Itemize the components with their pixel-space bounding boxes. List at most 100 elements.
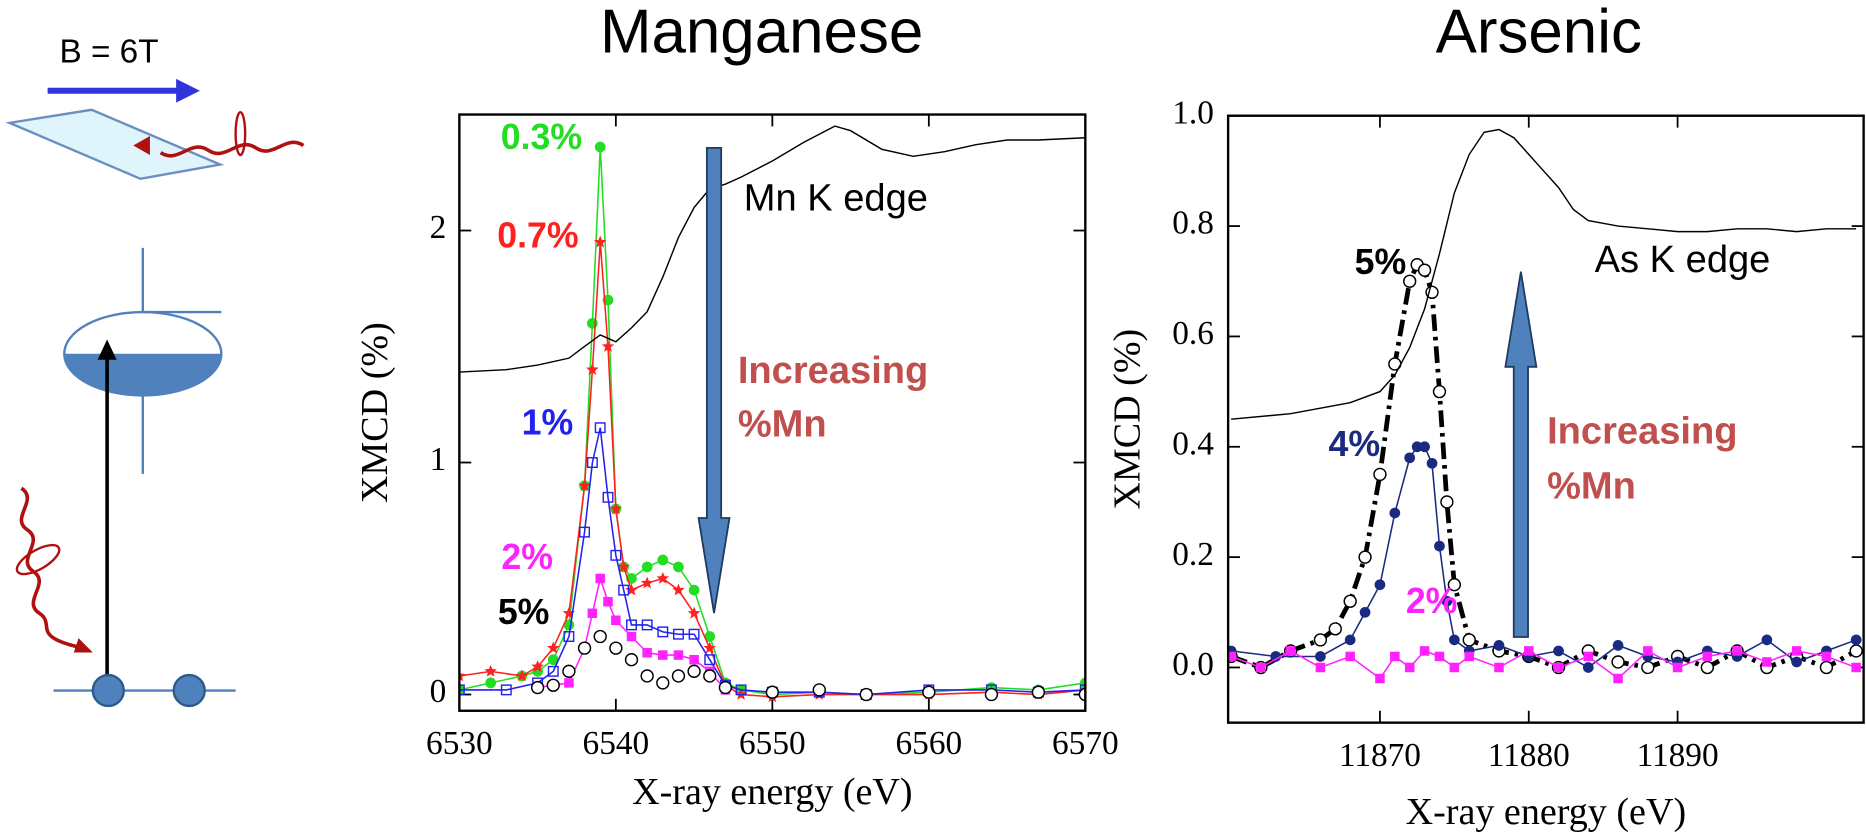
point: [587, 608, 598, 619]
series-line: [459, 242, 1086, 698]
point: [1702, 651, 1713, 662]
photon-wave: [159, 140, 305, 158]
point: [564, 678, 574, 688]
point: [594, 141, 606, 153]
series-label: 0.7%: [497, 216, 578, 256]
point: [611, 615, 621, 626]
y-tick-label: 0.2: [1172, 536, 1214, 573]
point: [1700, 660, 1715, 675]
point: [1821, 651, 1832, 662]
edge-label: As K edge: [1595, 239, 1771, 281]
point: [640, 576, 654, 589]
point: [1462, 633, 1476, 647]
point: [1374, 579, 1386, 591]
point: [1850, 634, 1862, 646]
point: [687, 664, 701, 678]
transition-arrowhead: [97, 339, 117, 360]
point: [484, 664, 497, 677]
series-label: 0.3%: [501, 117, 582, 157]
point: [1434, 540, 1445, 552]
point: [459, 684, 465, 696]
point: [1611, 655, 1625, 669]
point: [1315, 662, 1326, 673]
point: [1359, 606, 1371, 618]
point: [601, 339, 615, 352]
y-tick-label: 0.6: [1172, 315, 1214, 352]
x-tick-label: 6550: [739, 725, 806, 762]
point: [1404, 662, 1415, 673]
edge-label: Mn K edge: [744, 177, 928, 219]
field-arrowhead: [176, 78, 200, 103]
y-tick-label: 2: [430, 209, 447, 246]
point: [586, 457, 598, 468]
point: [595, 573, 605, 584]
y-tick-label: 0.4: [1172, 425, 1214, 462]
point: [718, 680, 733, 695]
point: [530, 680, 545, 695]
point: [657, 554, 669, 566]
point: [515, 669, 529, 682]
x-tick-label: 6560: [896, 725, 963, 762]
y-tick-label: 0.8: [1172, 205, 1214, 242]
point: [1390, 651, 1400, 662]
core-electron: [91, 673, 125, 708]
point: [1031, 685, 1046, 699]
point: [672, 583, 685, 596]
series-label: 2%: [501, 537, 553, 577]
x-tick-label: 11870: [1339, 737, 1421, 774]
point: [1791, 646, 1802, 656]
point: [673, 650, 684, 660]
point: [547, 654, 559, 666]
point: [1761, 634, 1773, 646]
point: [1440, 495, 1454, 509]
x-tick-label: 6540: [583, 725, 650, 762]
point: [593, 629, 607, 644]
point: [1449, 662, 1460, 673]
photon-arrowhead: [133, 135, 150, 155]
point: [1434, 651, 1445, 662]
point: [735, 684, 747, 696]
point: [1432, 384, 1447, 399]
point: [593, 235, 607, 248]
series-label: 5%: [1355, 242, 1407, 282]
point: [602, 491, 614, 503]
point: [1441, 595, 1453, 607]
point: [688, 584, 700, 596]
point: [1270, 651, 1282, 662]
point: [1411, 441, 1423, 453]
point: [1464, 651, 1474, 662]
point: [673, 561, 684, 573]
point: [1345, 651, 1355, 662]
point: [624, 653, 639, 667]
point: [1448, 634, 1460, 646]
point: [500, 684, 512, 696]
point: [641, 561, 653, 573]
point: [671, 669, 686, 683]
point: [1228, 651, 1236, 662]
point: [765, 685, 780, 699]
point: [672, 628, 684, 640]
point: [656, 571, 670, 584]
plot-area: [1228, 128, 1863, 684]
point: [704, 631, 716, 642]
point: [1328, 622, 1342, 636]
point: [1819, 660, 1834, 675]
point: [734, 688, 748, 700]
x-tick-label: 11890: [1637, 737, 1719, 774]
point: [689, 654, 699, 665]
point: [1494, 662, 1504, 673]
point: [1447, 578, 1462, 592]
point: [1315, 651, 1326, 662]
point: [1582, 662, 1594, 673]
point: [1417, 263, 1432, 277]
series-line: [1231, 128, 1857, 420]
point: [641, 619, 653, 631]
series-line: [1230, 261, 1858, 671]
x-tick-label: 11880: [1488, 737, 1570, 774]
point: [1403, 274, 1417, 288]
point: [1583, 651, 1594, 662]
point: [703, 669, 717, 683]
point: [579, 526, 591, 538]
y-axis-label: XMCD (%): [1106, 329, 1148, 510]
